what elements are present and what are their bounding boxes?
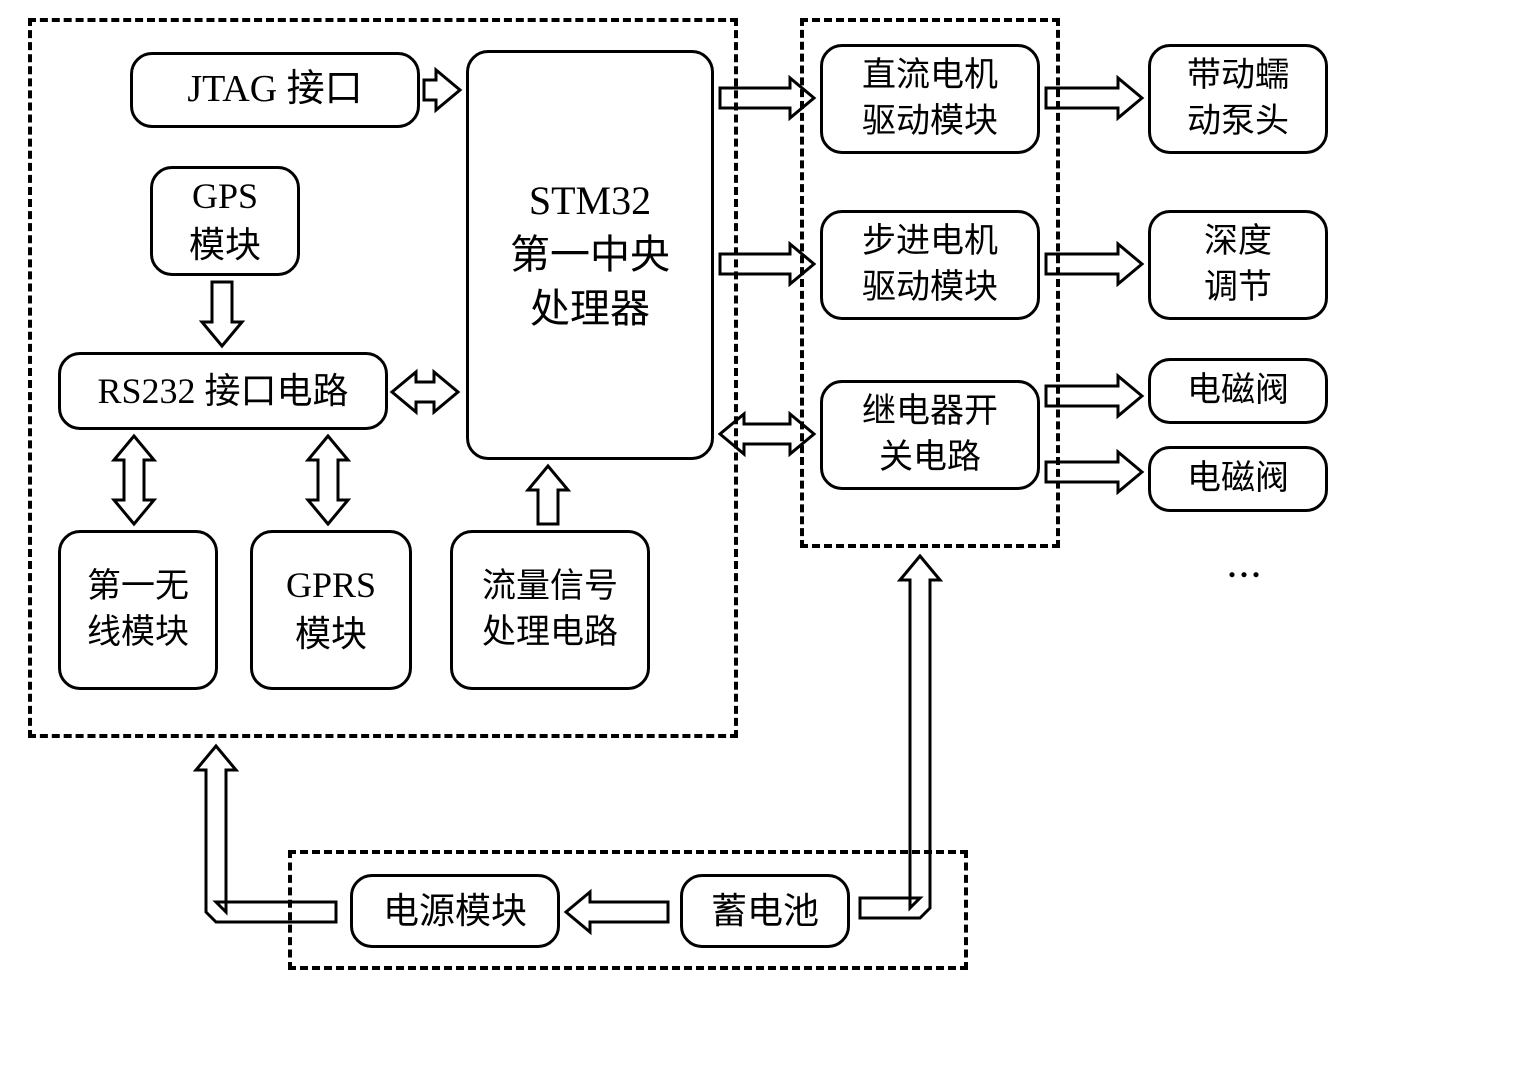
node-jtag-label: JTAG 接口	[187, 64, 362, 115]
node-gps-label: GPS 模块	[189, 172, 261, 269]
node-gps: GPS 模块	[150, 166, 300, 276]
node-jtag: JTAG 接口	[130, 52, 420, 128]
node-cpu: STM32 第一中央 处理器	[466, 50, 714, 460]
node-depth: 深度 调节	[1148, 210, 1328, 320]
node-battery: 蓄电池	[680, 874, 850, 948]
node-stepper: 步进电机 驱动模块	[820, 210, 1040, 320]
node-nolines-label: 第一无 线模块	[87, 564, 189, 656]
node-psu: 电源模块	[350, 874, 560, 948]
node-dcmotor: 直流电机 驱动模块	[820, 44, 1040, 154]
node-stepper-label: 步进电机 驱动模块	[862, 219, 998, 311]
node-valve2-label: 电磁阀	[1187, 456, 1289, 502]
node-rs232-label: RS232 接口电路	[97, 367, 348, 416]
node-dcmotor-label: 直流电机 驱动模块	[862, 53, 998, 145]
node-cpu-label: STM32 第一中央 处理器	[510, 174, 670, 336]
node-gprs: GPRS 模块	[250, 530, 412, 690]
node-gprs-label: GPRS 模块	[286, 561, 376, 658]
node-flow-label: 流量信号 处理电路	[482, 564, 618, 656]
node-valve2: 电磁阀	[1148, 446, 1328, 512]
node-rs232: RS232 接口电路	[58, 352, 388, 430]
ellipsis-dots: ...	[1228, 548, 1264, 585]
node-pump: 带动蠕 动泵头	[1148, 44, 1328, 154]
node-relay: 继电器开 关电路	[820, 380, 1040, 490]
node-valve1-label: 电磁阀	[1187, 368, 1289, 414]
node-depth-label: 深度 调节	[1204, 219, 1272, 311]
node-psu-label: 电源模块	[383, 887, 527, 936]
node-nolines: 第一无 线模块	[58, 530, 218, 690]
node-pump-label: 带动蠕 动泵头	[1187, 53, 1289, 145]
node-battery-label: 蓄电池	[711, 887, 819, 936]
node-flow: 流量信号 处理电路	[450, 530, 650, 690]
node-relay-label: 继电器开 关电路	[862, 389, 998, 481]
node-valve1: 电磁阀	[1148, 358, 1328, 424]
